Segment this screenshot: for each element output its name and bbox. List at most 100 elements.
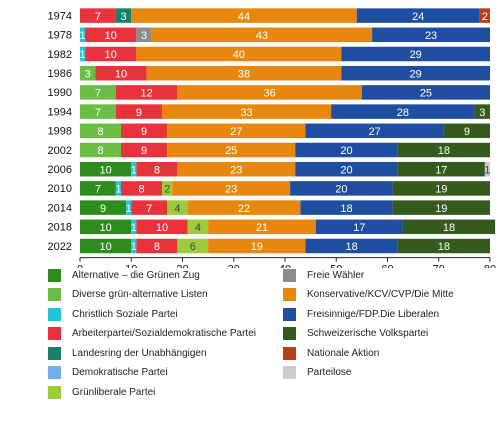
bar-value-label: 1 (131, 222, 137, 234)
year-label: 2002 (48, 145, 72, 157)
legend-label: Alternative – die Grünen Zug (72, 269, 200, 281)
x-tick-label: 30 (228, 264, 240, 268)
bar-value-label: 44 (238, 11, 250, 23)
bar-segment (479, 8, 490, 23)
bar-segment (121, 181, 162, 196)
bar-segment (80, 238, 132, 254)
bar-segment (397, 161, 485, 177)
legend-swatch (48, 288, 61, 301)
bar-value-label: 1 (115, 184, 121, 196)
bar-value-label: 1 (131, 241, 137, 253)
bar-value-label: 9 (141, 145, 147, 157)
legend-item: Demokratische Partei (48, 366, 168, 380)
bar-value-label: 8 (97, 145, 103, 157)
legend-swatch (283, 307, 296, 321)
bar-value-label: 20 (340, 145, 352, 157)
legend-item: Grünliberale Partei (48, 385, 155, 399)
chart-legend: Alternative – die Grünen Zug Diverse grün… (48, 268, 498, 418)
bar-segment (136, 238, 178, 254)
bar-value-label: 19 (435, 184, 447, 196)
bar-value-label: 3 (141, 30, 147, 42)
bar-segment (131, 200, 168, 215)
bar-segment (167, 123, 306, 139)
bar-segment (315, 219, 403, 235)
bar-segment (208, 238, 306, 254)
bar-value-label: 10 (115, 68, 127, 80)
bar-segment (115, 181, 121, 196)
legend-swatch (283, 268, 296, 282)
bar-value-label: 18 (438, 241, 450, 253)
year-label: 2014 (48, 202, 72, 214)
bar-value-label: 23 (230, 164, 242, 176)
bar-value-label: 18 (346, 241, 358, 253)
year-label: 1974 (48, 10, 72, 22)
bar-value-label: 21 (256, 222, 268, 234)
legend-item: Christlich Soziale Partei (48, 307, 178, 321)
bar-value-label: 29 (410, 49, 422, 61)
bar-value-label: 19 (251, 241, 263, 253)
bar-value-label: 23 (425, 30, 437, 42)
legend-label: Konservative/KCV/CVP/Die Mitte (307, 289, 454, 300)
bar-segment (136, 219, 188, 235)
bar-value-label: 27 (369, 126, 381, 138)
bar-value-label: 8 (154, 241, 160, 253)
bar-segment (484, 161, 490, 177)
bar-segment (443, 123, 490, 139)
year-label: 1998 (48, 126, 72, 138)
year-label: 1994 (48, 106, 72, 118)
bar-segment (392, 200, 490, 215)
bar-segment (300, 200, 393, 215)
bar-value-label: 25 (420, 88, 432, 100)
bar-value-label: 22 (238, 203, 250, 215)
bar-segment (80, 85, 116, 100)
legend-item: Alternative – die Grünen Zug (48, 268, 200, 282)
bar-segment (80, 65, 96, 81)
bar-value-label: 19 (435, 203, 447, 215)
bar-value-label: 3 (85, 68, 91, 80)
bar-segment (167, 200, 188, 215)
bar-segment (80, 104, 116, 119)
legend-label: Freisinnige/FDP.Die Liberalen (307, 308, 440, 320)
bar-segment (131, 219, 137, 235)
legend-swatch (48, 327, 61, 340)
bar-segment (167, 142, 296, 158)
legend-label: Nationale Aktion (307, 347, 380, 359)
legend-item: Diverse grün-alternative Listen (48, 288, 208, 302)
bar-value-label: 4 (195, 222, 201, 234)
legend-label: Arbeiterpartei/Sozialdemokratische Parte… (72, 328, 256, 339)
bar-segment (115, 104, 162, 119)
bar-value-label: 9 (100, 203, 106, 215)
bar-segment (177, 238, 209, 254)
legend-swatch (48, 346, 61, 360)
bar-segment (85, 27, 137, 43)
x-tick-label: 80 (484, 264, 496, 268)
bar-value-label: 10 (100, 164, 112, 176)
year-label: 2022 (48, 241, 72, 253)
bar-value-label: 17 (435, 164, 447, 176)
bar-value-label: 33 (240, 107, 252, 119)
legend-item: Parteilose (283, 366, 351, 380)
bar-segment (115, 8, 132, 23)
bar-value-label: 40 (233, 49, 245, 61)
legend-label: Parteilose (307, 367, 352, 378)
bar-value-label: 20 (335, 184, 347, 196)
bar-value-label: 1 (80, 30, 86, 42)
x-tick-label: 50 (330, 264, 342, 268)
year-label: 2018 (48, 222, 72, 234)
bar-value-label: 18 (438, 145, 450, 157)
legend-swatch (283, 288, 296, 301)
year-label: 1982 (48, 49, 72, 61)
bar-value-label: 3 (121, 11, 127, 23)
bar-value-label: 36 (264, 88, 276, 100)
bar-value-label: 10 (100, 222, 112, 234)
bar-value-label: 8 (97, 126, 103, 138)
bar-segment (392, 181, 490, 196)
legend-label: Landesring der Unabhängigen (72, 347, 207, 359)
legend-item: Nationale Aktion (283, 346, 379, 360)
x-tick-label: 70 (433, 264, 445, 268)
bar-segment (121, 142, 168, 158)
bar-segment (146, 65, 342, 81)
bar-segment (85, 46, 137, 62)
bar-value-label: 7 (146, 203, 152, 215)
